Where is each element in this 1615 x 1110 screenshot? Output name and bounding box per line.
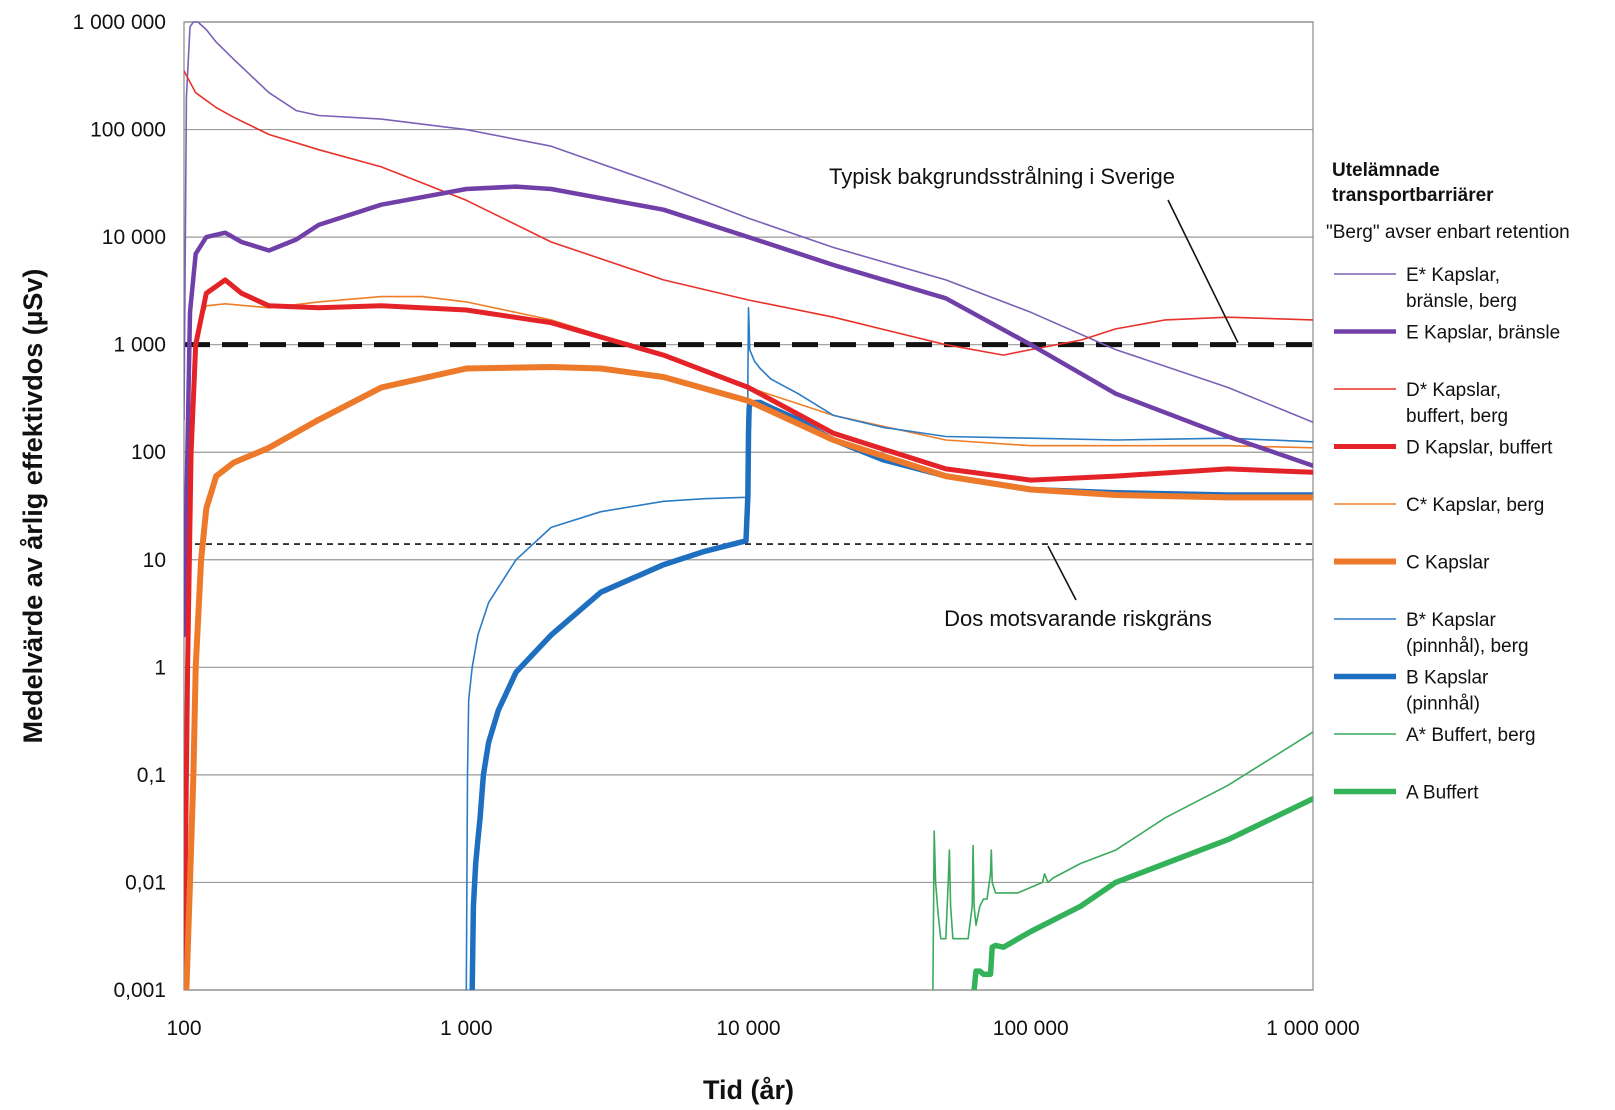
x-tick-labels: 100 1 000 10 000 100 000 1 000 000 [166,1017,1359,1040]
legend-label: A* Buffert, berg [1406,725,1536,746]
y-tick-label: 100 [131,441,166,464]
legend-label: C Kapslar [1406,553,1490,574]
x-tick-label: 100 [166,1017,201,1040]
y-tick-label: 0,01 [125,871,166,894]
legend-label: (pinnhål) [1406,694,1480,715]
series-line-1 [184,184,1313,638]
legend-title-line-2: transportbarriärer [1332,185,1494,206]
legend-label: bränsle, berg [1406,291,1517,312]
x-tick-label: 100 000 [993,1017,1069,1040]
y-tick-label: 10 [143,549,166,572]
legend-entry: C Kapslar [1334,553,1490,574]
y-axis-title: Medelvärde av årlig effektivdos (µSv) [18,269,48,744]
series-line-2 [184,70,1313,356]
legend: Utelämnade transportbarriärer "Berg" avs… [1326,160,1570,804]
x-tick-label: 10 000 [716,1017,780,1040]
series-line-0 [184,21,1313,424]
series-line-3 [184,277,1313,990]
series-line-6 [465,306,1313,990]
legend-label: (pinnhål), berg [1406,636,1529,657]
legend-entry: C* Kapslar, berg [1334,495,1544,516]
annotation-risk-limit: Dos motsvarande riskgräns [944,606,1212,631]
legend-entry: D Kapslar, buffert [1334,438,1553,459]
y-tick-label: 1 000 [113,334,166,357]
legend-label: B Kapslar [1406,668,1489,689]
legend-label: B* Kapslar [1406,610,1496,631]
y-tick-label: 0,1 [137,764,166,787]
annotation-background-radiation: Typisk bakgrundsstrålning i Sverige [829,164,1175,189]
x-tick-label: 1 000 000 [1266,1017,1359,1040]
y-tick-label: 100 000 [90,119,166,142]
legend-entry: A Buffert [1334,783,1479,804]
legend-note: "Berg" avser enbart retention [1326,222,1570,243]
legend-entry: E Kapslar, bränsle [1334,323,1560,344]
legend-title-line-1: Utelämnade [1332,160,1440,181]
series-line-5 [184,364,1313,990]
plot-frame [183,21,1314,991]
annotations: Typisk bakgrundsstrålning i Sverige Dos m… [829,164,1239,631]
reference-lines [184,342,1313,545]
legend-entry: B* Kapslar (pinnhål), berg [1334,610,1529,657]
legend-entry: D* Kapslar, buffert, berg [1334,380,1508,427]
annotation-leader-line [1047,545,1077,601]
y-tick-label: 1 [154,656,166,679]
legend-label: A Buffert [1406,783,1479,804]
legend-label: D Kapslar, buffert [1406,438,1553,459]
legend-entry: A* Buffert, berg [1334,725,1536,746]
series-layer [184,21,1313,990]
legend-label: D* Kapslar, [1406,380,1501,401]
y-tick-label: 0,001 [113,979,166,1002]
x-tick-label: 1 000 [440,1017,493,1040]
y-tick-label: 10 000 [102,226,166,249]
legend-entry: E* Kapslar, bränsle, berg [1334,265,1517,312]
y-tick-labels: 0,001 0,01 0,1 1 10 100 1 000 10 000 100 000 1 00… [73,11,166,1002]
legend-label: E* Kapslar, [1406,265,1500,286]
legend-label: buffert, berg [1406,406,1508,427]
x-axis-title: Tid (år) [703,1075,794,1105]
legend-entries: E* Kapslar, bränsle, berg E Kapslar, bräns… [1334,265,1560,804]
legend-entry: B Kapslar (pinnhål) [1334,668,1489,715]
y-tick-label: 1 000 000 [73,11,166,34]
series-line-8 [932,731,1313,990]
series-line-7 [469,399,1313,990]
legend-label: E Kapslar, bränsle [1406,323,1560,344]
series-line-9 [971,795,1313,990]
legend-label: C* Kapslar, berg [1406,495,1544,516]
annotation-leader-line [1167,199,1239,344]
